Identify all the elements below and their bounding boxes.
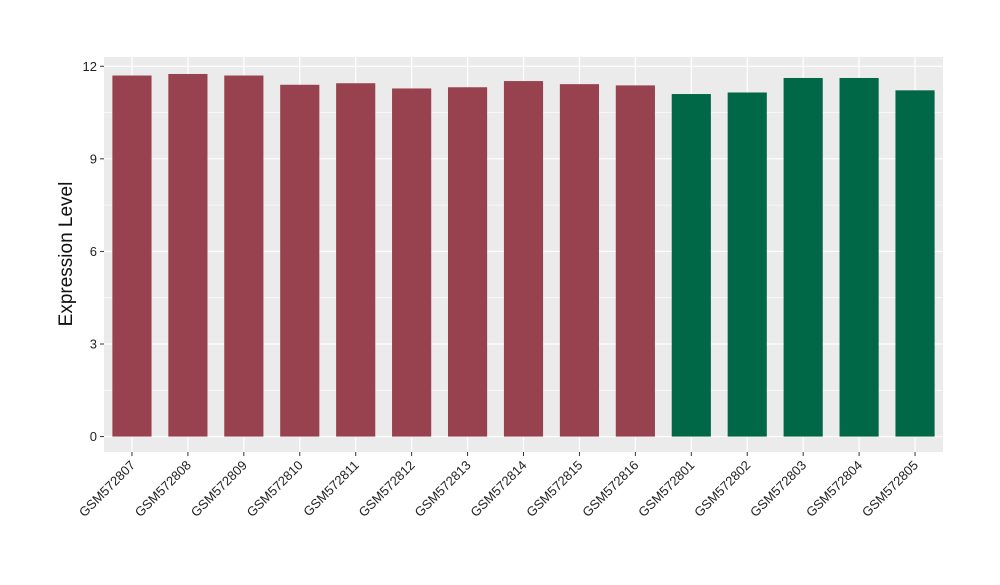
x-tick-label: GSM572810 (244, 458, 306, 520)
bar-gsm572803 (783, 77, 823, 437)
x-tick-label: GSM572803 (747, 458, 809, 520)
bars (112, 73, 935, 437)
x-tick-label: GSM572816 (579, 458, 641, 520)
bar-gsm572810 (280, 84, 320, 437)
x-tick-label: GSM572805 (859, 458, 921, 520)
bar-gsm572813 (447, 87, 488, 437)
bar-gsm572809 (224, 75, 264, 437)
bar-gsm572816 (615, 85, 655, 437)
bar-gsm572805 (895, 90, 935, 437)
y-axis-title: Expression Level (56, 182, 77, 327)
bar-gsm572812 (392, 88, 432, 437)
bar-gsm572808 (168, 73, 208, 437)
x-tick-label: GSM572808 (132, 458, 194, 520)
x-tick-label: GSM572801 (635, 458, 697, 520)
x-tick-label: GSM572809 (188, 458, 250, 520)
bar-gsm572811 (336, 83, 376, 437)
x-axis: GSM572807GSM572808GSM572809GSM572810GSM5… (76, 452, 921, 520)
bar-gsm572815 (559, 84, 600, 437)
bar-gsm572801 (671, 94, 711, 437)
y-axis: 0 3 6 9 12 (83, 59, 104, 444)
y-tick-label: 6 (90, 244, 97, 259)
x-tick-label: GSM572807 (76, 458, 138, 520)
bar-gsm572807 (112, 75, 152, 437)
y-tick-label: 12 (83, 59, 97, 74)
bar-gsm572802 (727, 92, 767, 437)
x-tick-label: GSM572812 (356, 458, 418, 520)
y-tick-label: 0 (90, 429, 97, 444)
x-tick-label: GSM572813 (411, 458, 473, 520)
x-tick-label: GSM572815 (523, 458, 585, 520)
x-tick-label: GSM572811 (300, 458, 362, 520)
bar-gsm572804 (839, 77, 879, 437)
y-tick-label: 3 (90, 336, 97, 351)
y-tick-label: 9 (90, 151, 97, 166)
x-tick-label: GSM572804 (803, 458, 865, 520)
bar-gsm572814 (503, 81, 544, 437)
x-tick-label: GSM572802 (691, 458, 753, 520)
x-tick-label: GSM572814 (467, 458, 529, 520)
